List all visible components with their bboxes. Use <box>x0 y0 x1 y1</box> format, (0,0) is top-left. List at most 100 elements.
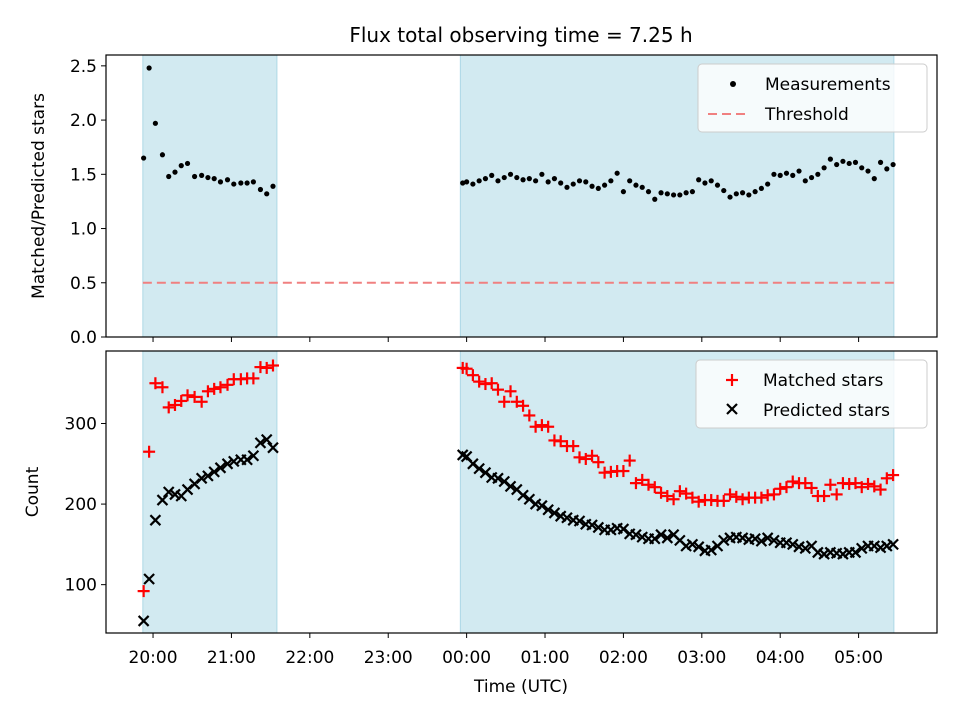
matched-star-point <box>774 482 787 495</box>
measurement-point <box>852 159 859 165</box>
top-y-tick-label: 0.5 <box>70 274 97 294</box>
matched-star-point <box>260 361 273 374</box>
predicted-star-point <box>162 486 175 498</box>
top-y-tick-label: 2.5 <box>70 57 97 77</box>
x-tick-label: 05:00 <box>834 648 883 668</box>
matched-star-point <box>460 362 473 375</box>
predicted-star-point <box>692 541 705 553</box>
x-tick-label: 22:00 <box>285 648 334 668</box>
matched-star-point <box>221 378 234 391</box>
measurement-point <box>620 189 627 195</box>
matched-star-point <box>567 440 580 453</box>
predicted-star-point <box>267 441 279 454</box>
measurement-point <box>796 168 802 174</box>
x-axis-label: Time (UTC) <box>473 677 568 697</box>
measurement-point <box>551 176 558 182</box>
predicted-star-point <box>247 449 260 462</box>
predicted-star-point <box>473 462 485 475</box>
matched-star-point <box>266 359 279 372</box>
predicted-star-point <box>686 538 699 551</box>
measurement-point <box>270 183 276 189</box>
measurement-point <box>727 194 733 200</box>
measurement-point <box>790 172 796 178</box>
matched-star-point <box>214 381 227 394</box>
matched-star-point <box>623 454 636 467</box>
measurement-point <box>257 186 264 193</box>
matched-star-point <box>554 435 567 448</box>
bottom-y-tick-label: 300 <box>65 415 97 435</box>
top-shaded-interval-0 <box>142 54 278 338</box>
measurement-point <box>570 181 576 187</box>
measurement-point <box>859 165 865 171</box>
bottom-y-tick-label: 200 <box>65 495 97 515</box>
x-tick-label: 20:00 <box>129 648 178 668</box>
measurement-point <box>464 179 470 185</box>
top-y-axis-label: Matched/Predicted stars <box>29 93 49 299</box>
top-y-tick-label: 1.5 <box>70 165 97 185</box>
matched-star-point <box>498 395 511 408</box>
measurement-point <box>489 172 495 178</box>
matched-star-point <box>736 493 749 506</box>
matched-star-point <box>805 481 818 494</box>
measurement-point <box>470 181 476 187</box>
legend-matched-label: Matched stars <box>763 371 883 391</box>
measurement-point <box>166 173 172 180</box>
matched-star-point <box>868 480 881 493</box>
top-legend: Measurements Threshold <box>697 63 928 133</box>
predicted-star-point <box>586 519 598 531</box>
measurement-point <box>721 187 727 194</box>
predicted-star-point <box>137 615 150 627</box>
matched-star-point <box>824 478 837 491</box>
predicted-star-point <box>799 542 812 555</box>
bottom-legend: Matched stars Predicted stars <box>695 359 928 429</box>
predicted-star-point <box>768 534 780 547</box>
measurement-point <box>645 189 652 195</box>
predicted-star-point <box>214 462 227 474</box>
predicted-star-point <box>705 544 717 556</box>
matched-star-point <box>642 478 655 491</box>
matched-star-point <box>799 477 812 490</box>
measurement-point <box>689 189 696 195</box>
matched-star-point <box>849 477 862 490</box>
measurement-point <box>184 160 191 167</box>
measurement-point <box>696 177 702 183</box>
bottom-panel: 100 200 300 20:00 21:00 22:00 23:00 00:00 01:00… <box>23 350 938 697</box>
x-tick-label: 02:00 <box>599 648 648 668</box>
predicted-star-point <box>536 499 548 512</box>
matched-star-point <box>680 487 693 500</box>
predicted-star-point <box>149 514 162 526</box>
measurement-point <box>576 178 583 184</box>
measurement-point <box>564 184 570 190</box>
matched-star-point <box>617 465 630 478</box>
measurement-point <box>752 189 758 195</box>
measurement-point <box>205 174 211 181</box>
measurement-point <box>217 179 224 185</box>
predicted-star-point <box>849 546 862 559</box>
measurement-point <box>771 171 777 177</box>
matched-star-point <box>673 485 686 498</box>
measurement-point <box>658 190 664 196</box>
measurement-point <box>224 177 231 183</box>
predicted-star-point <box>143 573 155 585</box>
measurement-point <box>664 191 670 197</box>
measurement-point <box>871 176 877 182</box>
matched-star-point <box>535 419 548 432</box>
measurement-point <box>558 180 564 186</box>
predicted-star-point <box>221 458 234 470</box>
matched-star-point <box>573 451 586 464</box>
measurement-point <box>589 183 595 189</box>
matched-star-point <box>517 399 530 412</box>
matched-star-point <box>786 475 799 488</box>
matched-star-point <box>636 473 649 486</box>
measurement-point <box>733 191 739 197</box>
matched-star-point <box>730 490 743 503</box>
matched-star-point <box>137 585 150 598</box>
matched-star-point <box>208 382 221 395</box>
predicted-star-point <box>517 489 529 502</box>
predicted-star-point <box>755 535 768 547</box>
matched-star-point <box>755 491 768 504</box>
matched-star-point <box>655 486 668 499</box>
measurement-point <box>507 171 514 177</box>
matched-star-point <box>247 372 260 385</box>
matched-star-point <box>780 481 793 494</box>
